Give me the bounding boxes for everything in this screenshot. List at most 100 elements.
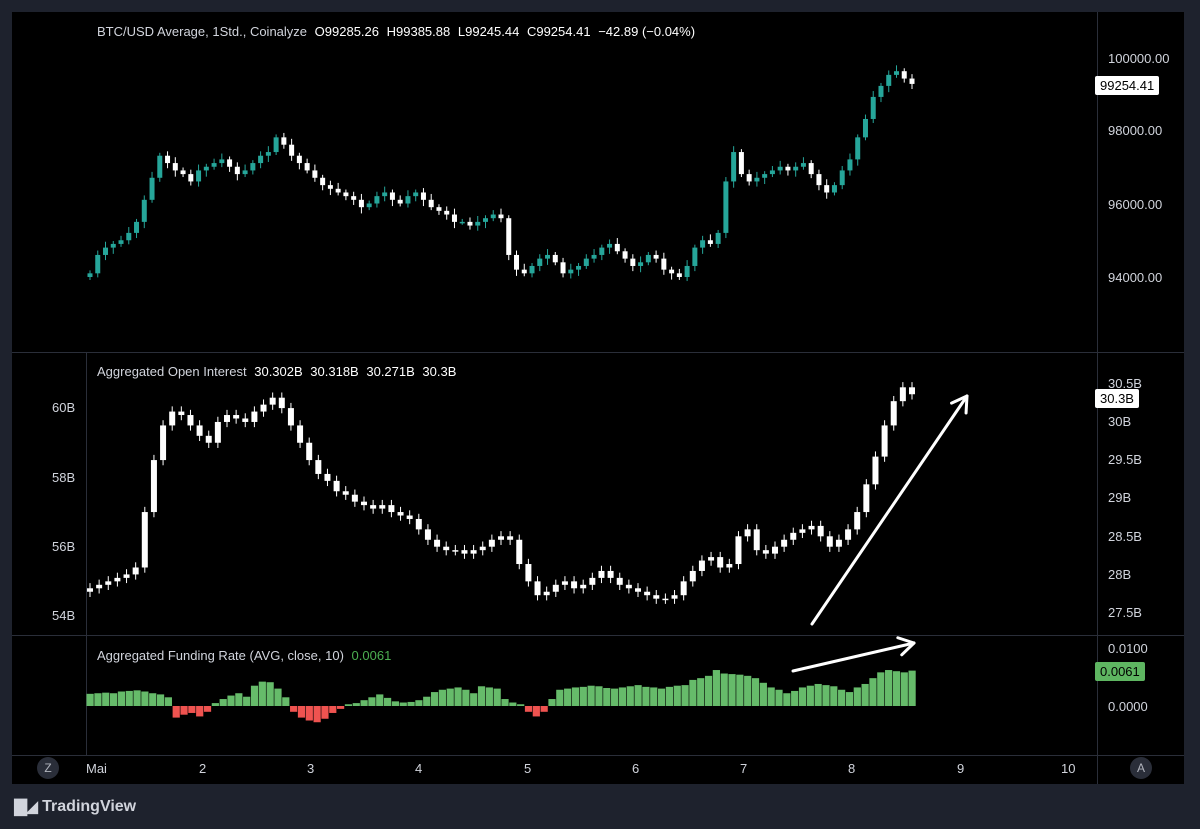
funding-title[interactable]: Aggregated Funding Rate (AVG, close, 10) — [97, 648, 344, 663]
symbol-title[interactable]: BTC/USD Average, 1Std., Coinalyze — [97, 24, 308, 39]
price-candle — [808, 163, 814, 175]
funding-bar — [564, 688, 572, 706]
oi-candle — [817, 525, 824, 537]
funding-bar — [869, 678, 877, 706]
oi-candle — [598, 570, 605, 578]
funding-bar — [657, 688, 666, 706]
price-candle — [800, 163, 806, 167]
oi-candle — [799, 529, 806, 533]
high-value: H99385.88 — [386, 24, 451, 39]
funding-bar — [438, 689, 446, 706]
funding-bar — [477, 686, 486, 706]
price-candle — [242, 170, 248, 175]
price-candle — [444, 210, 450, 215]
oi-candle — [872, 456, 879, 485]
oi-candle — [616, 577, 623, 585]
oi-candle — [424, 529, 431, 540]
price-candle — [250, 163, 256, 171]
oi-candle — [607, 570, 614, 578]
price-candle — [638, 262, 644, 266]
oi-candle — [415, 518, 422, 530]
price-candle — [738, 152, 744, 175]
oi-candle — [689, 570, 696, 582]
price-candle — [886, 74, 892, 86]
oi-candle — [516, 539, 523, 565]
zoom-button[interactable]: Z — [37, 757, 59, 779]
oi-open: 30.302B — [254, 364, 303, 379]
funding-bar — [493, 688, 501, 706]
funding-bar — [524, 706, 533, 712]
funding-value: 0.0061 — [351, 648, 392, 663]
oi-candle — [105, 581, 112, 585]
funding-bar — [430, 692, 439, 706]
price-tick: 94000.00 — [1108, 270, 1163, 285]
funding-bar — [697, 678, 705, 706]
price-candle — [366, 203, 372, 208]
price-candle — [211, 163, 217, 167]
price-tick: 96000.00 — [1108, 197, 1163, 212]
pane-separator[interactable] — [12, 352, 1184, 353]
funding-bar — [595, 686, 603, 706]
oi-candle — [909, 387, 915, 395]
time-label: 9 — [957, 761, 965, 776]
auto-scale-button[interactable]: A — [1130, 757, 1152, 779]
funding-bar — [618, 687, 627, 706]
funding-bar — [368, 697, 376, 706]
price-candle — [420, 192, 426, 200]
funding-last-tag: 0.0061 — [1095, 662, 1145, 681]
funding-bar — [603, 688, 611, 706]
price-tick: 98000.00 — [1108, 123, 1163, 138]
oi-candle — [635, 588, 641, 592]
pane-separator[interactable] — [12, 635, 1184, 636]
price-candle — [358, 199, 364, 208]
time-label: 2 — [199, 761, 207, 776]
funding-bar — [712, 670, 720, 706]
oi-candle — [571, 581, 578, 589]
time-label: 8 — [848, 761, 856, 776]
oi-candle — [269, 397, 276, 405]
price-candle — [870, 96, 876, 119]
price-candle — [149, 177, 155, 200]
price-candle — [769, 170, 775, 175]
arrow-head — [950, 394, 969, 405]
funding-bar — [501, 699, 509, 706]
funding-bar — [94, 693, 102, 706]
funding-bar — [376, 694, 384, 706]
chart-frame[interactable] — [12, 12, 1184, 784]
price-candle — [560, 262, 566, 274]
funding-bar — [297, 706, 306, 718]
funding-bar — [579, 686, 587, 706]
funding-bar — [751, 678, 760, 706]
price-candle — [816, 174, 822, 186]
oi-right-tick: 28.5B — [1108, 529, 1142, 544]
funding-bar — [227, 695, 235, 706]
oi-candle — [479, 546, 486, 551]
price-candle — [103, 247, 109, 255]
oi-candle — [333, 480, 340, 492]
oi-candle — [589, 577, 596, 585]
oi-candle — [242, 418, 249, 422]
arrow-head — [896, 636, 916, 645]
funding-bar — [470, 693, 478, 706]
price-candle — [87, 273, 93, 277]
funding-bar — [885, 670, 893, 706]
price-candle — [304, 163, 310, 171]
oi-candle — [443, 546, 450, 551]
price-candle — [134, 221, 140, 233]
funding-bar — [853, 687, 861, 706]
oi-candle — [324, 473, 331, 481]
price-candle — [482, 218, 488, 222]
funding-bar — [141, 691, 149, 706]
price-candle — [707, 240, 713, 244]
funding-bar — [125, 690, 133, 706]
oi-candle — [169, 411, 176, 426]
oi-candle — [671, 595, 678, 599]
tradingview-logo[interactable]: ▇◢ TradingView — [14, 797, 136, 817]
oi-title[interactable]: Aggregated Open Interest — [97, 364, 247, 379]
funding-bar — [892, 671, 901, 706]
price-candle — [839, 170, 845, 186]
price-candle — [126, 232, 132, 241]
funding-bar — [571, 687, 580, 706]
oi-candle — [388, 505, 395, 513]
